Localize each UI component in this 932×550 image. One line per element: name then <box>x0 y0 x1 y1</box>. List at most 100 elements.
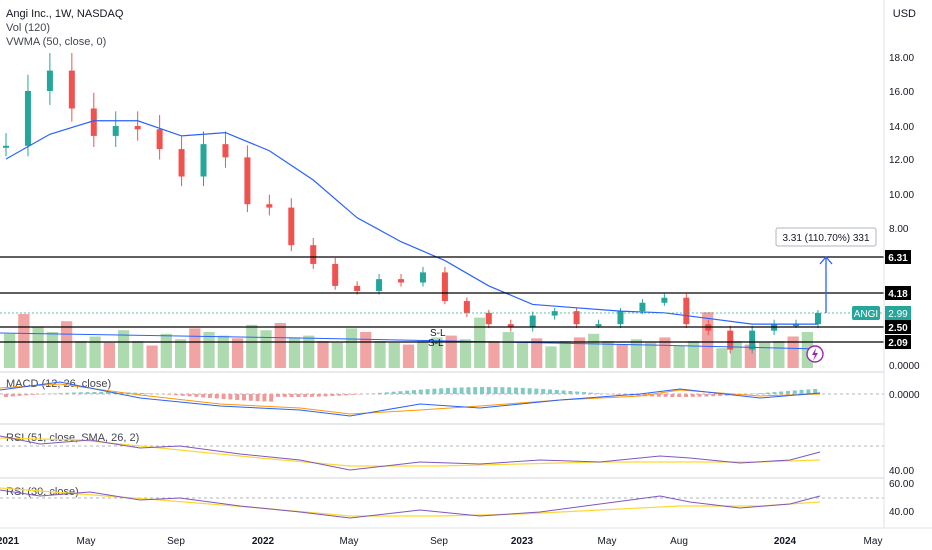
volume-bar <box>630 339 643 368</box>
macd-histogram-bar <box>140 393 144 394</box>
candle-body <box>112 126 119 136</box>
volume-bar <box>160 333 172 368</box>
volume-bar <box>288 337 301 368</box>
macd-histogram-bar <box>548 389 552 394</box>
candle-body <box>507 324 514 327</box>
price-tick-label: 18.00 <box>889 53 914 64</box>
candle-body <box>376 279 383 291</box>
volume-bar <box>673 345 685 368</box>
level-label: 4.18 <box>888 289 908 300</box>
volume-bar <box>174 339 187 368</box>
volume-bar <box>103 342 115 368</box>
macd-histogram-bar <box>350 394 355 395</box>
macd-tick-label: 0.0000 <box>889 390 920 401</box>
rsi-legend[interactable]: RSI (51, close, SMA, 26, 2) <box>6 432 140 444</box>
macd-histogram-bar <box>4 394 8 397</box>
volume-bar <box>231 338 244 368</box>
volume-bar <box>402 344 415 368</box>
macd-histogram-bar <box>527 388 532 394</box>
macd-histogram-bar <box>534 388 539 394</box>
time-tick-label: May <box>598 536 617 547</box>
candle-body <box>815 313 821 325</box>
macd-histogram-bar <box>255 394 260 402</box>
macd-histogram-bar <box>194 394 199 397</box>
macd-histogram-bar <box>65 392 70 394</box>
candle-body <box>178 149 185 177</box>
volume-bar <box>759 342 771 368</box>
candle-body <box>24 91 31 146</box>
macd-histogram-bar <box>568 390 573 394</box>
level-label: 2.09 <box>888 338 908 349</box>
volume-legend[interactable]: Vol (120) <box>6 22 51 34</box>
macd-histogram-bar <box>262 394 267 402</box>
candle-body <box>222 144 229 158</box>
macd-line <box>0 381 821 417</box>
volume-bar <box>559 341 571 368</box>
volume-bar <box>360 332 372 368</box>
macd-histogram-bar <box>466 387 471 394</box>
time-tick-label: Sep <box>430 536 448 547</box>
macd-histogram-bar <box>344 394 348 396</box>
time-tick-label: 2024 <box>774 536 797 547</box>
candle-body <box>354 285 361 291</box>
level-label-bg <box>885 335 911 349</box>
annotation-stop-loss: S-L <box>428 338 444 349</box>
macd-histogram-bar <box>398 391 403 394</box>
measure-arrowhead <box>819 256 833 265</box>
volume-bar <box>716 348 728 368</box>
candle-body <box>332 263 339 286</box>
macd-histogram-bar <box>650 394 654 397</box>
volume-bar <box>217 335 229 368</box>
time-tick-label: May <box>77 536 96 547</box>
macd-histogram-bar <box>228 394 233 400</box>
time-tick-label: 2023 <box>511 536 534 547</box>
macd-histogram-bar <box>99 392 104 394</box>
macd-histogram-bar <box>758 393 763 394</box>
macd-histogram-bar <box>724 394 729 396</box>
rsi-tick-label: 40.00 <box>889 466 914 477</box>
volume-bar <box>75 341 87 368</box>
macd-histogram-bar <box>452 387 457 394</box>
candle-body <box>288 207 295 246</box>
currency-label[interactable]: USD <box>892 8 916 20</box>
macd-histogram-bar <box>704 394 709 397</box>
macd-histogram-bar <box>17 394 22 396</box>
volume-bar <box>702 312 714 368</box>
rsi2-tick-label: 60.00 <box>889 479 914 490</box>
candle-body <box>46 70 53 91</box>
macd-histogram-bar <box>588 392 593 394</box>
vwma-legend[interactable]: VWMA (50, close, 0) <box>6 36 107 48</box>
volume-average-line <box>0 332 821 350</box>
macd-histogram-bar <box>323 394 328 397</box>
volume-bar <box>744 344 757 368</box>
price-tick-label: 16.00 <box>889 87 914 98</box>
rsi2-legend[interactable]: RSI (30, close) <box>6 486 79 498</box>
volume-bar <box>132 341 144 368</box>
macd-histogram-bar <box>371 393 376 394</box>
candle-body <box>529 315 536 327</box>
candle-body <box>68 70 75 109</box>
macd-histogram-bar <box>792 390 797 394</box>
volume-bar <box>4 333 16 368</box>
macd-histogram-bar <box>316 394 321 397</box>
macd-histogram-bar <box>493 387 498 394</box>
volume-bar <box>588 333 600 368</box>
macd-histogram-bar <box>507 387 512 394</box>
macd-histogram-bar <box>636 394 641 396</box>
candle-body <box>749 330 756 350</box>
time-tick-label: May <box>340 536 359 547</box>
level-label-bg <box>885 286 911 300</box>
last-price-bg <box>885 306 911 320</box>
annotation-stop-loss: S-L <box>430 328 446 339</box>
candle-body <box>200 144 207 177</box>
time-tick-label: 2021 <box>0 536 20 547</box>
volume-bar <box>573 337 586 368</box>
rsi2-tick-label: 40.00 <box>889 507 914 518</box>
macd-histogram-bar <box>167 394 172 395</box>
volume-bar <box>474 317 486 368</box>
macd-histogram-bar <box>10 394 15 397</box>
macd-histogram-bar <box>180 394 185 396</box>
macd-histogram-bar <box>269 394 274 402</box>
